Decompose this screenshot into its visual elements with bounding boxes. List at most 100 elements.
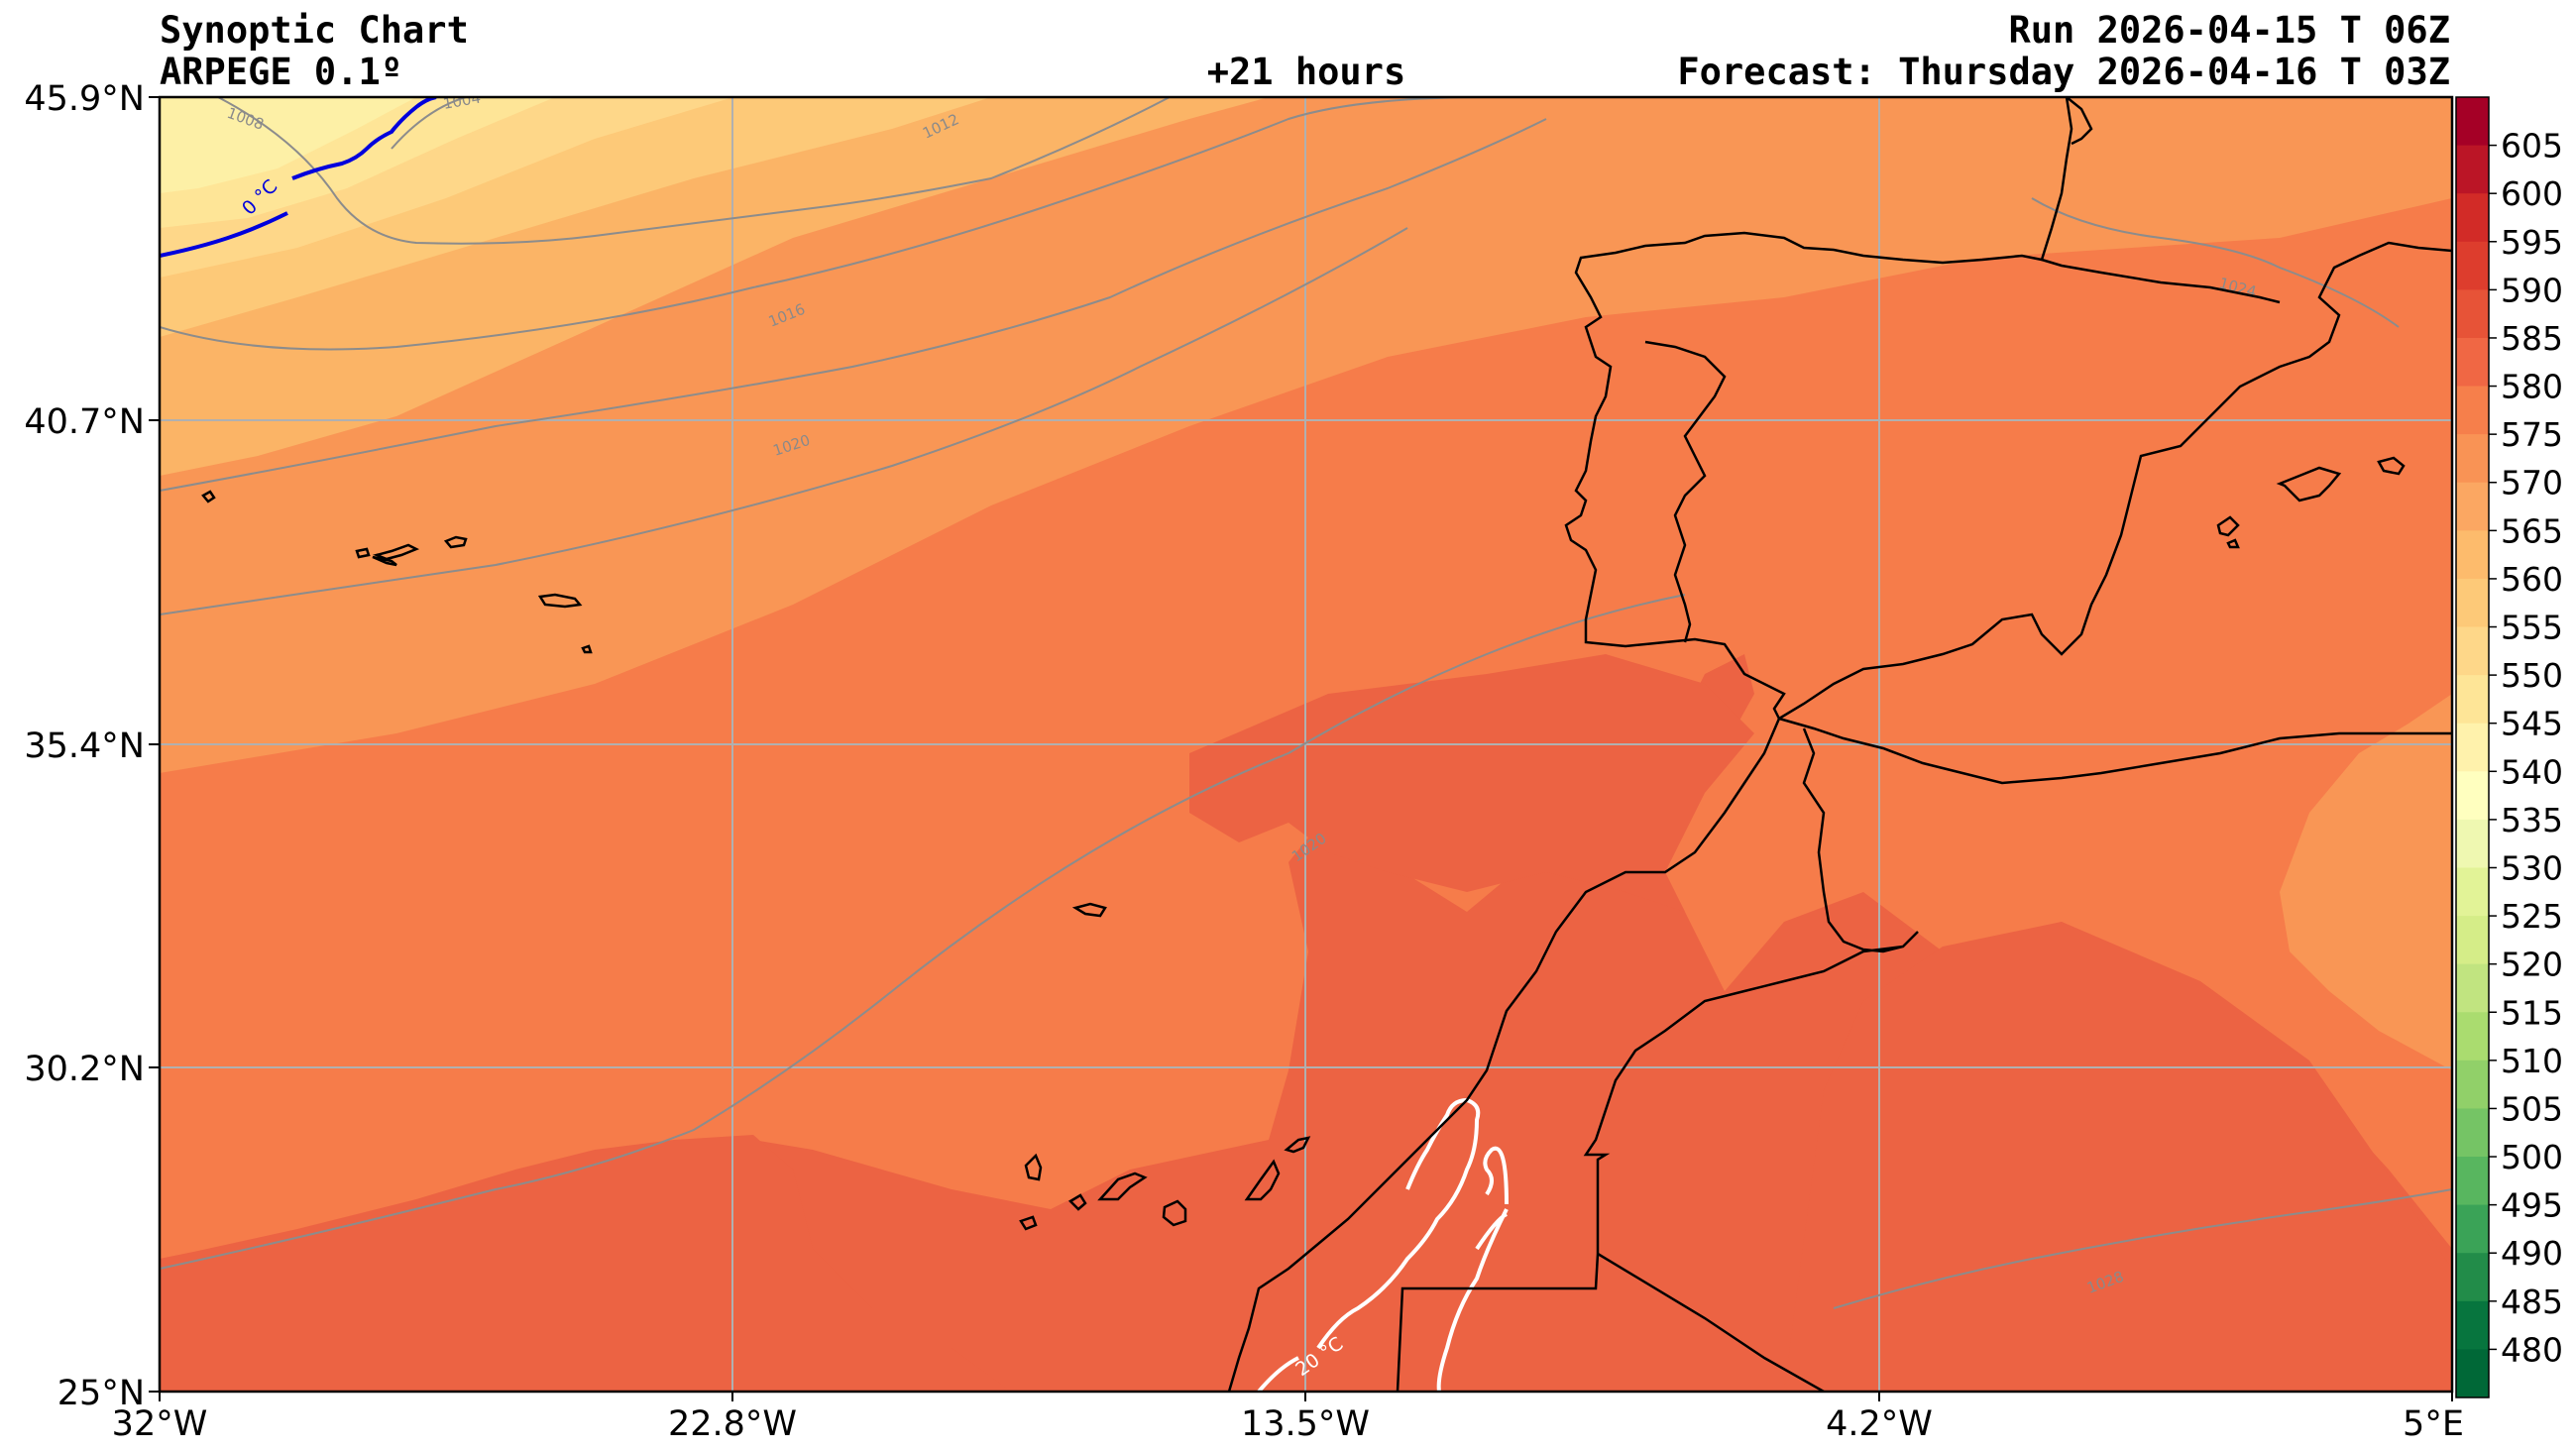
- colorbar-tick-label: 605: [2501, 127, 2563, 166]
- colorbar-swatch: [2456, 675, 2489, 725]
- isobar-1020b: [160, 227, 1408, 615]
- lon-tick-label: 13.5°W: [1241, 1404, 1370, 1444]
- colorbar-swatch: [2456, 1157, 2489, 1206]
- colorbar-swatch: [2456, 1204, 2489, 1254]
- colorbar-tick-label: 545: [2501, 705, 2563, 743]
- contour-575-inner: [1189, 654, 1754, 912]
- island-canary-3: [1067, 1193, 1087, 1211]
- border-spain-portugal: [1644, 340, 1727, 643]
- island-azores-5: [581, 644, 593, 654]
- colorbar-tick-label: 485: [2501, 1283, 2563, 1321]
- isotherms: [160, 97, 1509, 1392]
- colorbar-tick-label: 550: [2501, 656, 2563, 695]
- island-menorca: [2377, 456, 2406, 476]
- colorbar-swatch: [2456, 578, 2489, 628]
- lat-tick-label: 30.2°N: [24, 1050, 145, 1089]
- contour-580-southwest: [160, 1135, 1011, 1392]
- colorbar-tick-label: 575: [2501, 415, 2563, 454]
- isotherm-0c: [160, 97, 437, 258]
- isobars: [160, 97, 2452, 1309]
- lon-tick-label: 32°W: [112, 1404, 208, 1444]
- colorbar-swatch: [2456, 241, 2489, 290]
- colorbar-tick-label: 490: [2501, 1234, 2563, 1273]
- island-azores-1: [201, 490, 216, 503]
- colorbar-swatch: [2456, 97, 2489, 147]
- colorbar-swatch: [2456, 867, 2489, 917]
- isobar-1004: [391, 97, 467, 150]
- island-azores-3: [443, 535, 468, 549]
- lat-tick-label: 25°N: [57, 1374, 145, 1413]
- lead-time: +21 hours: [1207, 51, 1405, 93]
- colorbar-swatch: [2456, 193, 2489, 243]
- island-azores-2: [355, 543, 420, 567]
- lon-tick-label: 4.2°W: [1826, 1404, 1933, 1444]
- colorbar-tick-label: 510: [2501, 1042, 2563, 1080]
- lon-tick-label: 5°E: [2403, 1404, 2464, 1444]
- coastlines: [201, 97, 2452, 1392]
- colorbar-swatch: [2456, 434, 2489, 484]
- colorbar-frame: [2455, 96, 2490, 1398]
- colorbar-tick-label: 560: [2501, 560, 2563, 599]
- colorbar-tick-label: 580: [2501, 368, 2563, 406]
- colorbar-swatch: [2456, 771, 2489, 821]
- run-time: Run 2026-04-15 T 06Z: [2008, 9, 2450, 52]
- lon-tick-label: 22.8°W: [668, 1404, 797, 1444]
- colorbar-tick-label: 525: [2501, 897, 2563, 936]
- colorbar-tick-label: 590: [2501, 271, 2563, 309]
- island-ibiza: [2216, 515, 2240, 549]
- coast-iberia-france: [1564, 97, 2452, 721]
- contour-580-east: [1784, 922, 2452, 1392]
- colorbar-tick-label: 535: [2501, 801, 2563, 839]
- coast-maghreb: [1778, 717, 2452, 785]
- isobar-1020: [160, 118, 1547, 492]
- colorbar-tick-label: 520: [2501, 946, 2563, 984]
- colorbar-swatch: [2456, 1253, 2489, 1302]
- colorbar-swatch: [2456, 963, 2489, 1013]
- colorbar-tick-label: 600: [2501, 174, 2563, 213]
- isobar-1024-sw: [160, 594, 1686, 1270]
- island-canary-2: [1019, 1215, 1038, 1231]
- lat-tick-label: 35.4°N: [24, 726, 145, 766]
- island-madeira: [1071, 902, 1107, 918]
- colorbar-swatch: [2456, 723, 2489, 772]
- island-azores-4: [537, 593, 583, 609]
- contour-570-east: [2280, 694, 2452, 1070]
- colorbar-swatch: [2456, 1012, 2489, 1061]
- colorbar: 605 600 595 590 585 580 575 570 565 560 555 550 545 5…: [2455, 96, 2563, 1398]
- colorbar-swatch: [2456, 530, 2489, 580]
- latitude-axis: 45.9°N 40.7°N 35.4°N 30.2°N 25°N: [24, 79, 160, 1413]
- isobar-1008: [217, 97, 1171, 245]
- island-canary-4: [1097, 1172, 1148, 1201]
- isobar-1028: [1833, 1188, 2452, 1309]
- isobar-1024-ne: [2031, 197, 2400, 328]
- colorbar-swatch: [2456, 289, 2489, 339]
- colorbar-swatch: [2456, 386, 2489, 435]
- colorbar-tick-label: 585: [2501, 319, 2563, 358]
- island-canary-7: [1284, 1136, 1311, 1154]
- forecast-time: Forecast: Thursday 2026-04-16 T 03Z: [1677, 51, 2450, 93]
- island-canary-6: [1244, 1159, 1281, 1201]
- colorbar-tick-label: 530: [2501, 848, 2563, 887]
- colorbar-tick-label: 540: [2501, 752, 2563, 791]
- colorbar-tick-label: 505: [2501, 1089, 2563, 1128]
- chart-title: Synoptic Chart: [160, 9, 469, 52]
- lat-tick-label: 45.9°N: [24, 79, 145, 119]
- model-name: ARPEGE 0.1º: [160, 51, 402, 93]
- colorbar-tick-label: 480: [2501, 1330, 2563, 1369]
- colorbar-swatch: [2456, 916, 2489, 965]
- colorbar-swatch: [2456, 145, 2489, 194]
- border-spain-france: [2041, 258, 2281, 304]
- isotherm-20c: [1257, 1097, 1509, 1392]
- colorbar-tick-label: 515: [2501, 993, 2563, 1032]
- colorbar-tick-label: 500: [2501, 1138, 2563, 1176]
- contour-550: [160, 97, 416, 193]
- colorbar-swatch: [2456, 1300, 2489, 1350]
- colorbar-swatch: [2456, 626, 2489, 676]
- colorbar-tick-label: 555: [2501, 609, 2563, 647]
- island-canary-5: [1162, 1199, 1187, 1227]
- isobar-1016: [160, 97, 1488, 351]
- colorbar-swatch: [2456, 1349, 2489, 1398]
- colorbar-swatch: [2456, 1060, 2489, 1109]
- coast-france-brittany: [2066, 97, 2093, 146]
